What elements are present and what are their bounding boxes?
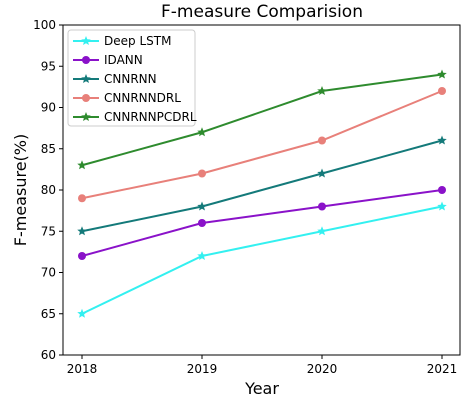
legend-label: CNNRNNPCDRL — [104, 110, 197, 124]
x-axis: 2018 2019 2020 2021 — [67, 355, 458, 376]
data-point-deep-lstm — [77, 308, 87, 318]
legend-item-deep-lstm: Deep LSTM — [73, 34, 171, 48]
legend-box — [67, 29, 196, 127]
legend-marker — [81, 74, 91, 84]
data-point-cnnrnndrl — [318, 136, 326, 145]
legend-label: IDANN — [104, 53, 143, 67]
data-point-idann — [78, 252, 86, 260]
data-point-cnnrnnpcdrl — [197, 127, 207, 137]
data-point-idann — [318, 202, 326, 211]
legend-marker — [81, 112, 91, 122]
data-point-cnnrnndrl — [438, 87, 446, 95]
data-point-cnnrnndrl — [78, 194, 86, 203]
chart-title: F-measure Comparision — [161, 2, 363, 22]
series-cnnrnndrl — [78, 87, 446, 203]
y-tick-label: 90 — [41, 101, 56, 115]
legend-item-idann: IDANN — [73, 53, 143, 67]
data-point-cnnrnnpcdrl — [437, 69, 447, 79]
x-tick-label: 2020 — [307, 362, 338, 376]
data-point-cnnrnnpcdrl — [317, 86, 327, 96]
y-tick-label: 60 — [41, 348, 56, 362]
series-deep-lstm — [77, 201, 447, 318]
y-tick-label: 75 — [41, 224, 56, 238]
data-point-cnnrnn — [197, 201, 207, 211]
y-tick-label: 80 — [41, 183, 56, 197]
data-point-cnnrnnpcdrl — [77, 160, 87, 170]
series-line-cnnrnnpcdrl — [81, 73, 443, 167]
y-tick-label: 100 — [33, 18, 56, 32]
series-line-deep-lstm — [81, 205, 443, 315]
data-point-cnnrnndrl — [198, 169, 206, 178]
y-axis-label: F-measure(%) — [11, 134, 30, 246]
y-axis: 60 65 70 75 80 85 90 95 100 — [33, 18, 63, 362]
data-point-idann — [198, 219, 206, 227]
legend-label: CNNRNNDRL — [104, 91, 181, 105]
series-cnnrnnpcdrl — [77, 69, 447, 170]
x-tick-label: 2018 — [67, 362, 98, 376]
series-line-idann — [81, 189, 443, 257]
data-point-deep-lstm — [317, 226, 327, 236]
data-point-cnnrnn — [437, 135, 447, 145]
data-point-deep-lstm — [197, 251, 207, 261]
series-cnnrnn — [77, 135, 447, 236]
data-point-deep-lstm — [437, 201, 447, 211]
y-tick-label: 70 — [41, 266, 56, 280]
data-point-cnnrnn — [77, 226, 87, 236]
series-layer — [77, 69, 447, 318]
y-tick-label: 85 — [41, 142, 56, 156]
x-tick-label: 2019 — [187, 362, 218, 376]
legend-label: Deep LSTM — [104, 34, 171, 48]
legend-item-cnnrnn: CNNRNN — [73, 72, 157, 86]
legend-marker — [81, 36, 91, 46]
series-idann — [78, 186, 446, 260]
legend-item-cnnrnnpcdrl: CNNRNNPCDRL — [73, 110, 197, 124]
legend-marker — [82, 56, 90, 64]
data-point-cnnrnn — [317, 168, 327, 178]
y-tick-label: 65 — [41, 307, 56, 321]
data-point-idann — [438, 186, 446, 194]
legend-item-cnnrnndrl: CNNRNNDRL — [73, 91, 181, 105]
legend-marker — [82, 94, 90, 102]
legend: Deep LSTM IDANN CNNRNN CNNRNNDRL CNNRNNPCDRL — [67, 29, 197, 127]
y-tick-label: 95 — [41, 59, 56, 73]
x-axis-label: Year — [244, 379, 279, 398]
series-line-cnnrnn — [81, 139, 443, 233]
series-line-cnnrnndrl — [81, 90, 443, 200]
x-tick-label: 2021 — [427, 362, 458, 376]
legend-label: CNNRNN — [104, 72, 157, 86]
